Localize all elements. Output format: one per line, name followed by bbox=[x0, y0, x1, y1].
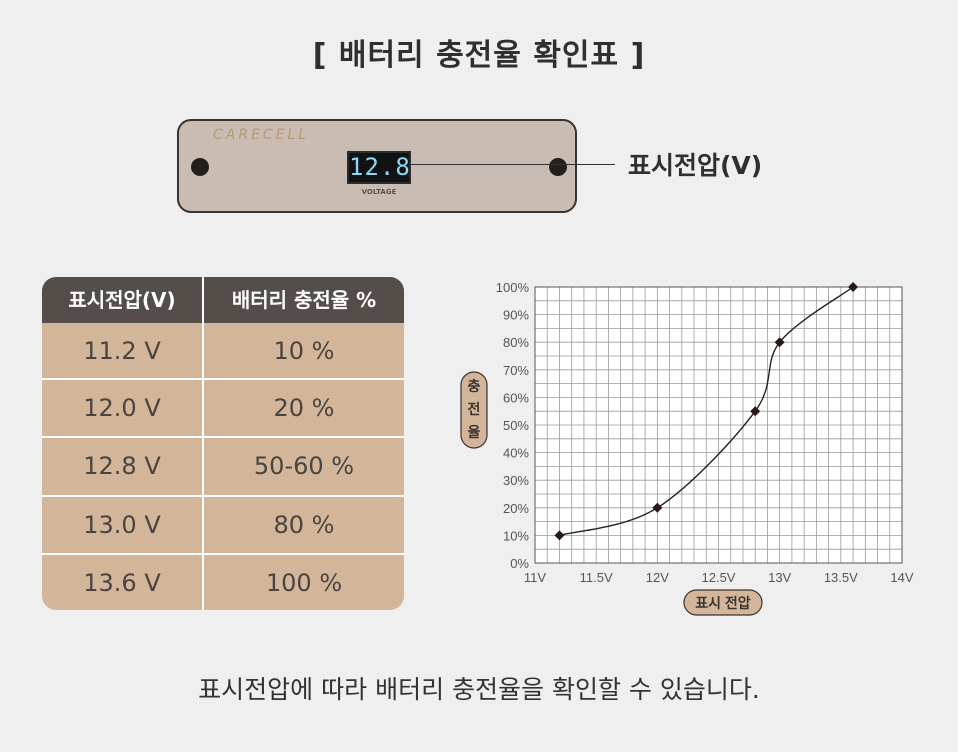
voltage-display-label: VOLTAGE bbox=[361, 188, 397, 196]
cell-voltage: 13.6 V bbox=[83, 569, 161, 597]
brand-logo: CARECELL bbox=[213, 127, 310, 143]
cell-voltage: 13.0 V bbox=[83, 511, 161, 539]
mounting-hole-right bbox=[549, 158, 567, 176]
y-tick-label: 50% bbox=[503, 418, 529, 433]
callout-label: 표시전압(V) bbox=[628, 151, 763, 180]
voltage-display: 12.8 bbox=[347, 151, 411, 184]
charge-curve-chart: 0% 10% 20% 30% 40% 50% 60% 70% 80% 90% 100% 11V 11.5… bbox=[460, 280, 914, 616]
x-tick-label: 13.5V bbox=[824, 570, 858, 585]
data-point-marker bbox=[750, 406, 761, 417]
row-divider bbox=[42, 436, 404, 438]
cell-charge: 20 % bbox=[273, 394, 335, 422]
x-tick-label: 12V bbox=[646, 570, 669, 585]
y-tick-label: 100% bbox=[496, 280, 530, 295]
y-tick-label: 90% bbox=[503, 308, 529, 323]
y-axis-label-char: 충 bbox=[468, 378, 481, 394]
header-charge: 배터리 충전율 % bbox=[231, 288, 377, 312]
data-point-marker bbox=[652, 502, 663, 513]
y-tick-label: 10% bbox=[503, 528, 529, 543]
y-tick-label: 0% bbox=[510, 556, 529, 571]
x-axis-label: 표시 전압 bbox=[695, 595, 751, 611]
x-tick-label: 13V bbox=[768, 570, 791, 585]
y-axis-label-char: 전 bbox=[468, 401, 481, 417]
column-divider bbox=[202, 277, 204, 610]
y-tick-label: 40% bbox=[503, 446, 529, 461]
cell-charge: 10 % bbox=[273, 337, 335, 365]
data-point-marker bbox=[554, 530, 565, 541]
charge-table: 표시전압(V) 배터리 충전율 % 11.2 V 10 % 12.0 V 20 … bbox=[42, 277, 404, 610]
header-voltage: 표시전압(V) bbox=[68, 288, 176, 312]
y-tick-label: 70% bbox=[503, 363, 529, 378]
mounting-hole-left bbox=[191, 158, 209, 176]
row-divider bbox=[42, 553, 404, 555]
footer-note: 표시전압에 따라 배터리 충전율을 확인할 수 있습니다. bbox=[198, 675, 760, 704]
cell-charge: 80 % bbox=[273, 511, 335, 539]
cell-voltage: 11.2 V bbox=[83, 337, 161, 365]
data-point-marker bbox=[848, 282, 859, 292]
cell-voltage: 12.0 V bbox=[83, 394, 161, 422]
page-title: [ 배터리 충전율 확인표 ] bbox=[312, 38, 646, 73]
x-tick-label: 11.5V bbox=[580, 570, 613, 585]
data-point-marker bbox=[774, 337, 785, 348]
y-axis-label-char: 율 bbox=[468, 424, 481, 440]
x-tick-label: 12.5V bbox=[702, 570, 736, 585]
table-row: 12.0 V 20 % bbox=[42, 380, 404, 437]
cell-charge: 50-60 % bbox=[253, 452, 355, 480]
table-row: 13.6 V 100 % bbox=[42, 555, 404, 610]
row-divider bbox=[42, 378, 404, 380]
table-row: 12.8 V 50-60 % bbox=[42, 438, 404, 495]
y-tick-label: 80% bbox=[503, 335, 529, 350]
x-tick-label: 14V bbox=[890, 570, 913, 585]
y-tick-label: 60% bbox=[503, 390, 529, 405]
callout-leader-line bbox=[410, 164, 615, 165]
plot-border bbox=[534, 286, 903, 564]
cell-voltage: 12.8 V bbox=[83, 452, 161, 480]
voltage-meter-device: CARECELL 12.8 VOLTAGE bbox=[177, 119, 577, 213]
x-tick-label: 11V bbox=[524, 570, 546, 585]
y-axis-label-badge bbox=[460, 371, 488, 449]
y-tick-label: 30% bbox=[503, 473, 529, 488]
x-axis-label-badge bbox=[683, 589, 763, 616]
y-tick-label: 20% bbox=[503, 501, 529, 516]
table-header: 표시전압(V) 배터리 충전율 % bbox=[42, 277, 404, 323]
row-divider bbox=[42, 495, 404, 497]
table-row: 11.2 V 10 % bbox=[42, 323, 404, 380]
cell-charge: 100 % bbox=[265, 569, 343, 597]
series-line bbox=[559, 286, 854, 537]
table-row: 13.0 V 80 % bbox=[42, 497, 404, 554]
